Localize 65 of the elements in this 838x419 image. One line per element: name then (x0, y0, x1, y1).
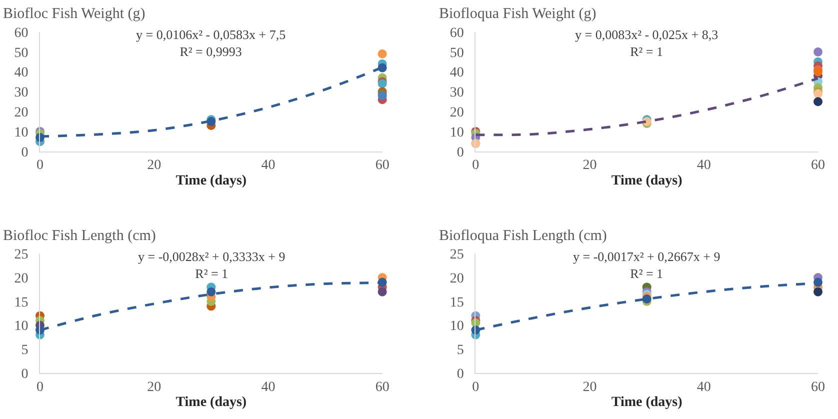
x-tick-label: 20 (147, 380, 162, 395)
x-axis-title: Time (days) (611, 173, 683, 188)
x-tick-label: 0 (472, 158, 480, 174)
x-tick-label: 40 (696, 158, 711, 174)
annotation: y = -0,0028x² + 0,3333x + 9 (138, 249, 286, 264)
y-tick-label: 5 (456, 343, 464, 358)
y-tick-label: 25 (14, 248, 28, 263)
y-tick-label: 20 (14, 105, 28, 120)
x-tick-label: 60 (811, 380, 825, 395)
chart-title: Biofloc Fish Length (cm) (3, 228, 156, 244)
x-tick-label: 20 (147, 158, 162, 174)
annotation: y = -0,0017x² + 0,2667x + 9 (573, 249, 720, 264)
y-tick-label: 30 (450, 86, 464, 101)
y-tick-label: 60 (14, 26, 28, 41)
chart-title: Biofloqua Fish Weight (g) (439, 6, 596, 22)
point (378, 287, 387, 296)
x-axis-title: Time (days) (176, 173, 247, 188)
y-tick-label: 20 (450, 105, 464, 120)
y-tick-label: 10 (450, 319, 464, 334)
y-tick-label: 0 (21, 366, 28, 382)
x-tick-label: 60 (375, 380, 390, 395)
y-tick-label: 40 (450, 66, 464, 81)
y-tick-label: 5 (21, 343, 28, 358)
annotation: R² = 0,9993 (180, 44, 242, 59)
x-tick-label: 40 (696, 380, 711, 395)
y-tick-label: 10 (14, 319, 28, 334)
y-tick-label: 10 (14, 125, 28, 140)
annotation: y = 0,0083x² - 0,025x + 8,3 (575, 27, 718, 42)
y-tick-label: 20 (14, 271, 28, 286)
x-tick-label: 60 (811, 158, 825, 174)
x-tick-label: 40 (261, 380, 276, 395)
x-axis-title: Time (days) (176, 395, 247, 410)
x-tick-label: 20 (582, 158, 597, 174)
annotation: y = 0,0106x² - 0,0583x + 7,5 (136, 27, 286, 42)
point (814, 97, 822, 106)
y-tick-label: 50 (14, 46, 28, 61)
x-tick-label: 0 (472, 380, 480, 395)
y-tick-label: 15 (14, 295, 28, 310)
x-tick-label: 0 (36, 158, 44, 174)
x-tick-label: 40 (261, 158, 276, 174)
point (642, 294, 652, 304)
x-tick-label: 20 (582, 380, 597, 395)
point (814, 47, 822, 56)
y-tick-label: 0 (456, 366, 464, 382)
y-tick-label: 60 (450, 26, 464, 41)
point (378, 49, 387, 58)
annotation: R² = 1 (195, 266, 228, 281)
x-axis-title: Time (days) (611, 395, 683, 410)
y-tick-label: 20 (450, 271, 464, 286)
x-tick-label: 60 (375, 158, 390, 174)
y-tick-label: 0 (21, 145, 28, 160)
annotation: R² = 1 (630, 44, 664, 59)
chart-title: Biofloc Fish Weight (g) (3, 6, 146, 22)
y-tick-label: 10 (450, 125, 464, 140)
y-tick-label: 30 (14, 86, 28, 101)
y-tick-label: 15 (450, 295, 464, 310)
y-tick-label: 25 (450, 248, 464, 263)
x-tick-label: 0 (36, 380, 44, 395)
point (814, 287, 822, 296)
y-tick-label: 0 (456, 145, 464, 160)
point (206, 287, 216, 296)
y-tick-label: 50 (450, 46, 464, 61)
y-tick-label: 40 (14, 66, 28, 81)
annotation: R² = 1 (630, 266, 664, 281)
chart-title: Biofloqua Fish Length (cm) (439, 228, 607, 244)
